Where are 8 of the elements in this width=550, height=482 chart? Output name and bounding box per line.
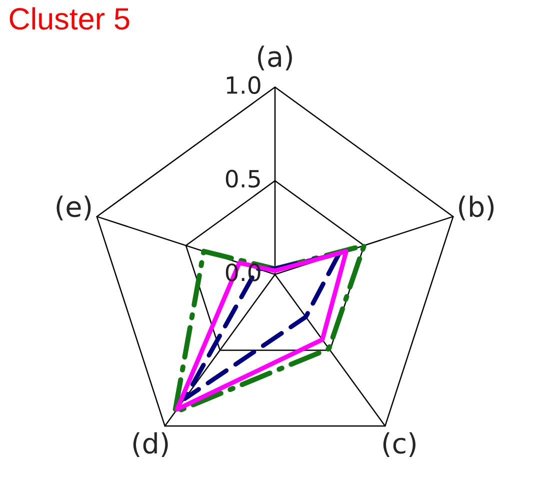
spoke-label: (e)	[56, 196, 91, 220]
y-tick-label: 0.5	[226, 170, 260, 188]
spoke-label: (b)	[459, 196, 494, 220]
y-tick-label: 1.0	[226, 76, 260, 94]
spoke-label: (d)	[133, 432, 168, 458]
chart-title: Cluster 5	[10, 7, 130, 30]
spoke-label: (c)	[383, 432, 416, 458]
spoke-label: (a)	[258, 46, 292, 70]
